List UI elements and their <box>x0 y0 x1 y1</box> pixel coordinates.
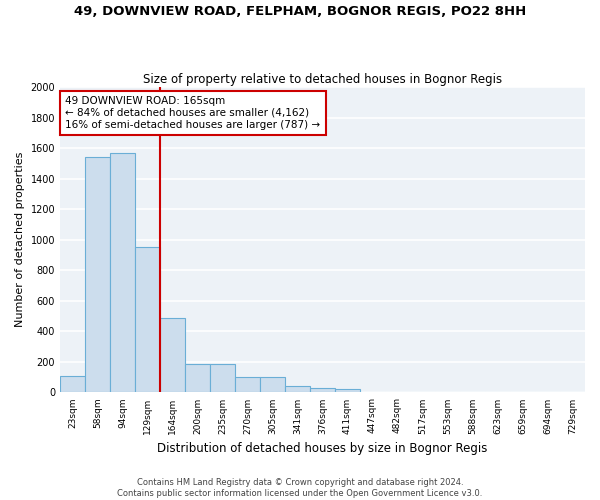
Bar <box>160 318 185 392</box>
Title: Size of property relative to detached houses in Bognor Regis: Size of property relative to detached ho… <box>143 73 502 86</box>
Text: Contains HM Land Registry data © Crown copyright and database right 2024.
Contai: Contains HM Land Registry data © Crown c… <box>118 478 482 498</box>
Bar <box>335 390 360 392</box>
Bar <box>135 248 160 392</box>
Bar <box>285 386 310 392</box>
Bar <box>310 388 335 392</box>
Bar <box>60 376 85 392</box>
Bar <box>210 364 235 392</box>
Bar <box>185 364 210 392</box>
Bar <box>85 158 110 392</box>
Bar <box>260 377 285 392</box>
Y-axis label: Number of detached properties: Number of detached properties <box>15 152 25 328</box>
Bar <box>110 153 135 392</box>
Bar <box>235 377 260 392</box>
X-axis label: Distribution of detached houses by size in Bognor Regis: Distribution of detached houses by size … <box>157 442 488 455</box>
Text: 49, DOWNVIEW ROAD, FELPHAM, BOGNOR REGIS, PO22 8HH: 49, DOWNVIEW ROAD, FELPHAM, BOGNOR REGIS… <box>74 5 526 18</box>
Text: 49 DOWNVIEW ROAD: 165sqm
← 84% of detached houses are smaller (4,162)
16% of sem: 49 DOWNVIEW ROAD: 165sqm ← 84% of detach… <box>65 96 320 130</box>
